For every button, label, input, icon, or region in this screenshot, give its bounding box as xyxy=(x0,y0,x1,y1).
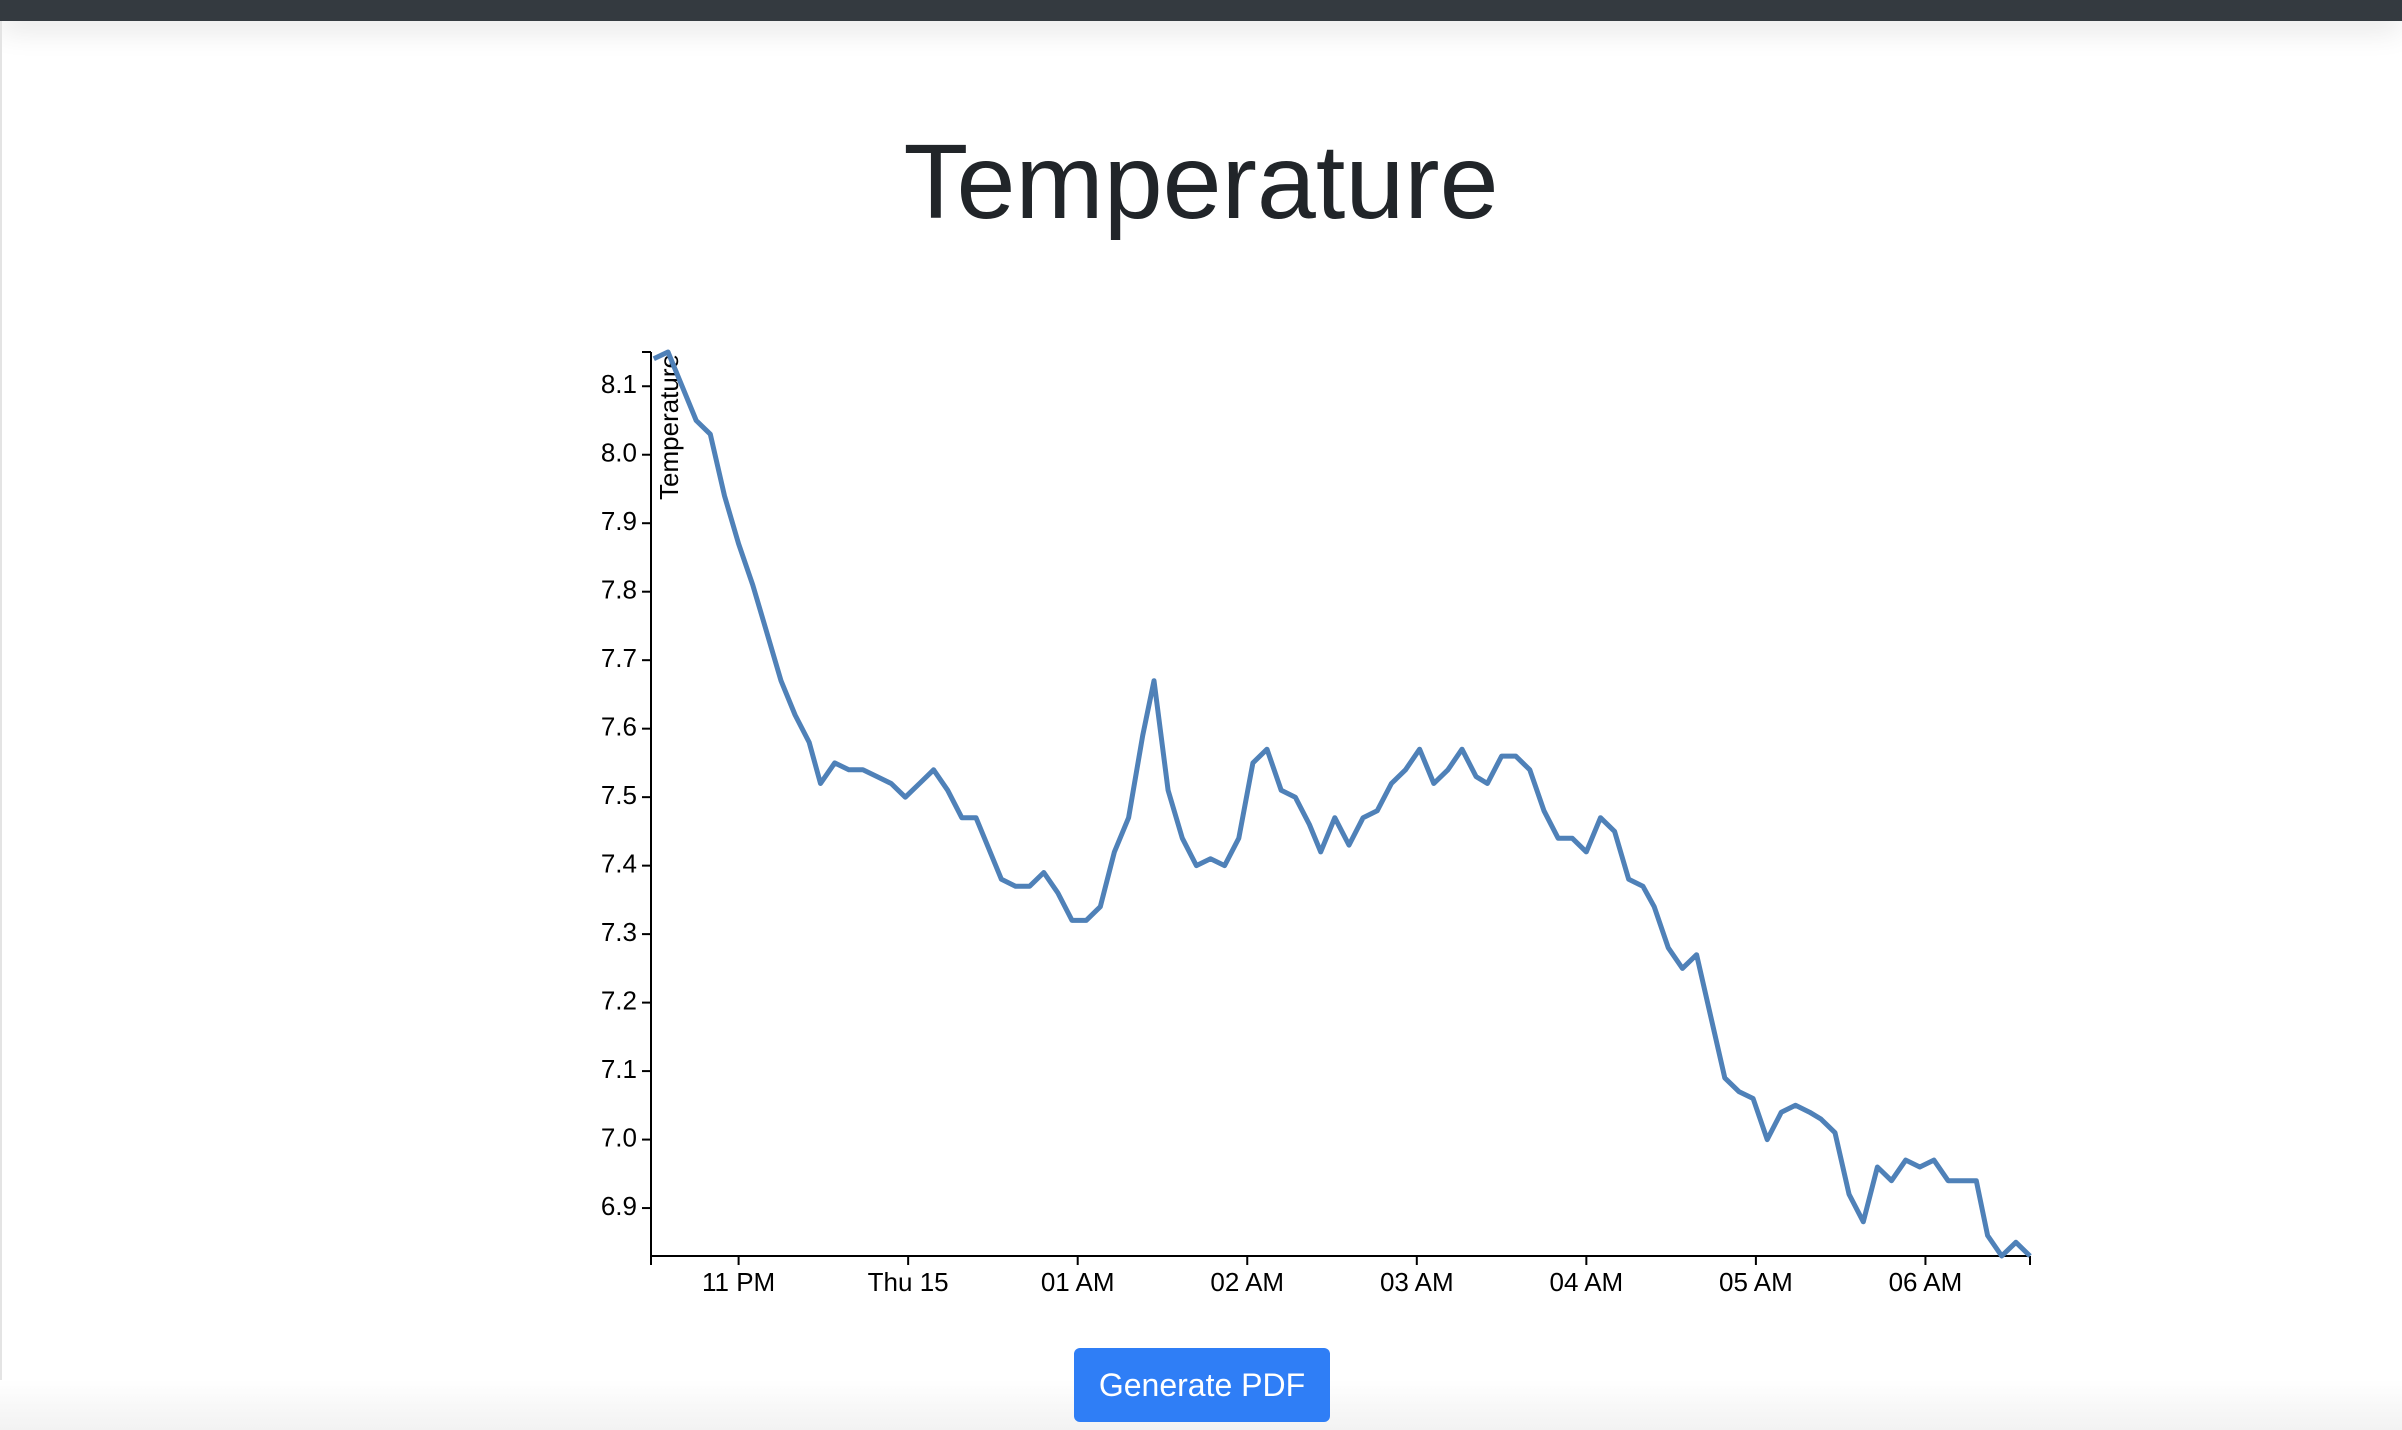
x-tick-label: 04 AM xyxy=(1549,1267,1623,1297)
chart-title: Temperature xyxy=(903,123,1498,241)
x-tick-label: 03 AM xyxy=(1380,1267,1454,1297)
y-tick-label: 8.0 xyxy=(601,438,637,468)
temperature-line xyxy=(652,349,2032,1259)
x-tick-label: 11 PM xyxy=(702,1267,775,1297)
x-tick-label: 05 AM xyxy=(1719,1267,1793,1297)
x-tick-label: Thu 15 xyxy=(868,1267,949,1297)
x-tick-label: 06 AM xyxy=(1889,1267,1963,1297)
y-tick-label: 7.9 xyxy=(601,506,637,536)
navbar xyxy=(0,0,2402,21)
y-tick-label: 7.6 xyxy=(601,712,637,742)
y-tick-label: 7.7 xyxy=(601,643,637,673)
y-tick-label: 7.2 xyxy=(601,985,637,1015)
y-tick-label: 8.1 xyxy=(601,369,637,399)
y-tick-label: 7.8 xyxy=(601,575,637,605)
y-tick-label: 7.1 xyxy=(601,1054,637,1084)
y-tick-label: 7.3 xyxy=(601,917,637,947)
y-tick-label: 7.5 xyxy=(601,780,637,810)
x-tick-label: 01 AM xyxy=(1041,1267,1115,1297)
y-tick-label: 6.9 xyxy=(601,1191,637,1221)
chart: Temperature 6.9 7.0 7.1 7.2 7.3 7.4 7.5 7.6 7.7 7… xyxy=(601,123,2032,1297)
y-tick-label: 7.4 xyxy=(601,849,637,879)
edge xyxy=(0,21,2,1430)
x-tick-label: 02 AM xyxy=(1210,1267,1284,1297)
generate-pdf-button[interactable]: Generate PDF xyxy=(1074,1348,1330,1422)
y-tick-label: 7.0 xyxy=(601,1122,637,1152)
